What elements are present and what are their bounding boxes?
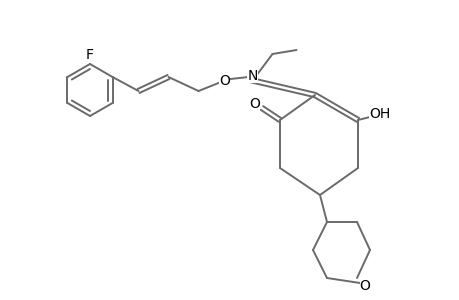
Text: F: F xyxy=(86,48,94,62)
Text: OH: OH xyxy=(369,107,390,121)
Text: O: O xyxy=(249,97,260,111)
Text: N: N xyxy=(247,69,257,83)
Text: O: O xyxy=(359,279,369,293)
Text: O: O xyxy=(218,74,230,88)
